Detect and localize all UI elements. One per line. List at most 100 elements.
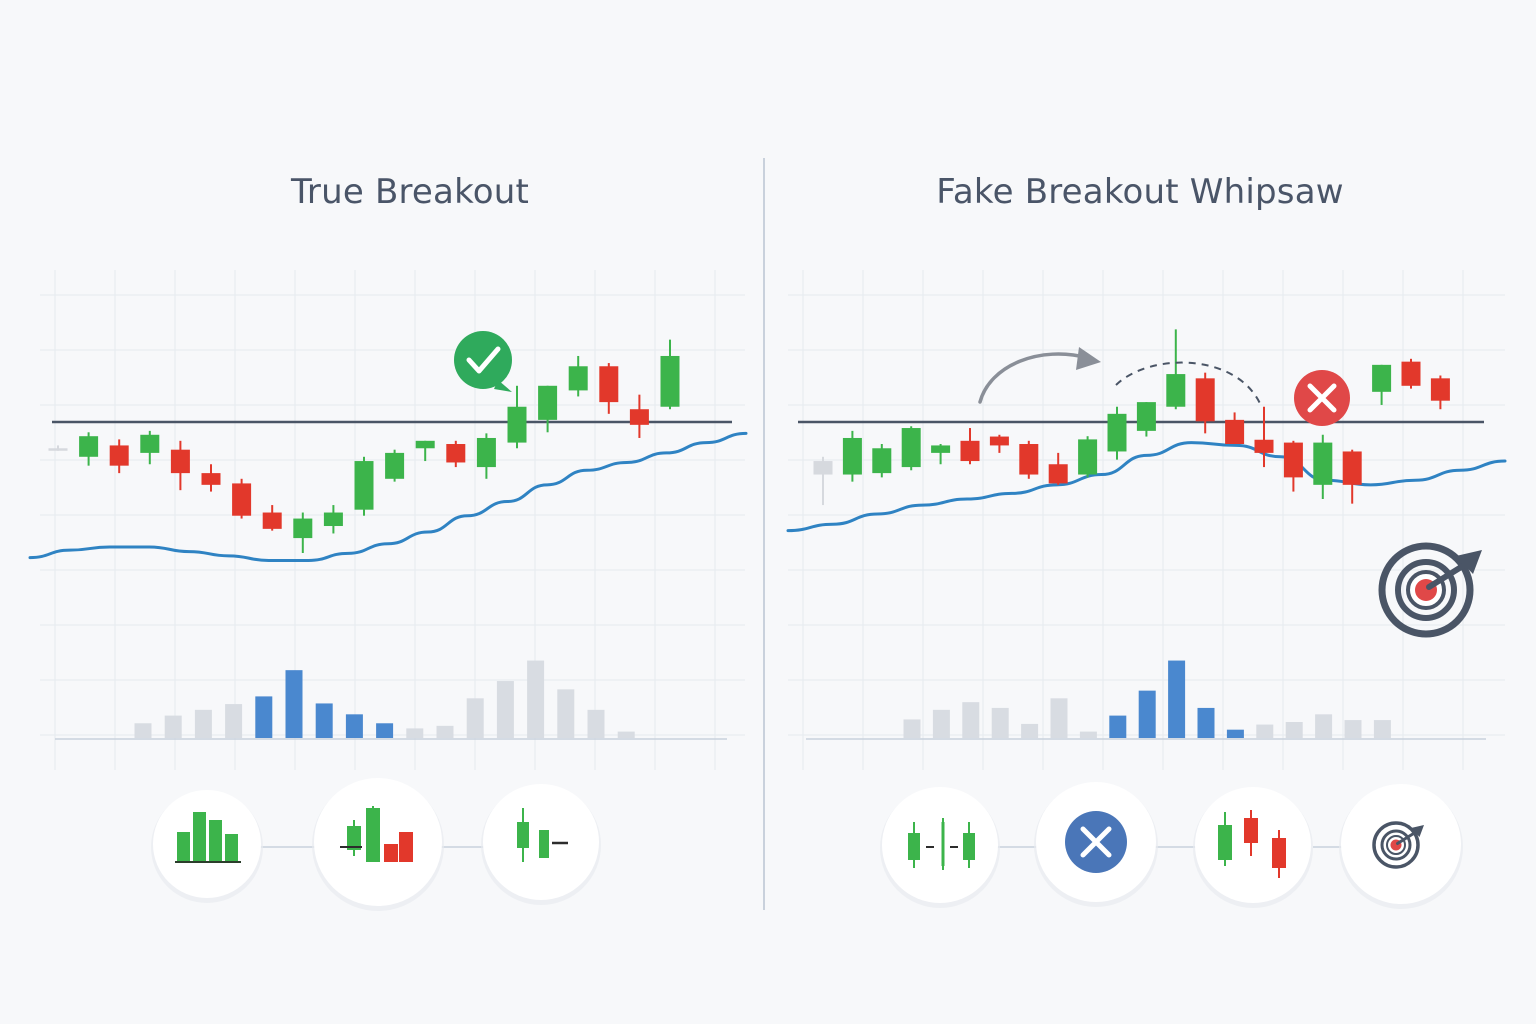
volume-bar [903, 719, 921, 738]
candle [989, 434, 1009, 453]
cancel-x-icon [1034, 782, 1158, 907]
volume-bar [1197, 707, 1215, 738]
candle [170, 440, 190, 491]
candle [354, 456, 374, 516]
candle [813, 456, 833, 506]
candle [476, 433, 496, 479]
candle-body [1372, 364, 1392, 392]
candle-body [385, 452, 405, 479]
candle [842, 430, 862, 482]
volume-bar [466, 698, 484, 738]
candle [538, 385, 558, 433]
candle [1107, 406, 1127, 460]
candle [79, 432, 99, 466]
volume-bar [255, 696, 273, 738]
volume-bar [1315, 714, 1333, 738]
volume-bar [1373, 720, 1391, 738]
candle [323, 505, 343, 534]
candle [507, 385, 527, 449]
volume-bar [1138, 690, 1156, 738]
panel-divider [763, 158, 765, 910]
dashed-arc [1115, 361, 1263, 409]
volume-bars [55, 660, 727, 740]
volume-bar [1256, 724, 1274, 738]
candle [1166, 329, 1186, 410]
candle-body [354, 461, 374, 510]
volume-bar [1079, 731, 1097, 738]
volume-bar [1226, 729, 1244, 738]
candle [1254, 406, 1274, 468]
candle [201, 464, 221, 492]
volume-bar [406, 728, 424, 738]
candle-body [813, 461, 833, 475]
candle-body [960, 440, 980, 462]
candle [262, 505, 282, 531]
candle-body [1225, 419, 1245, 445]
candle-body [476, 437, 496, 468]
candle [599, 363, 619, 414]
candle [1195, 372, 1215, 434]
candle-body [1254, 439, 1274, 453]
breakout-candles-icon [312, 778, 444, 911]
volume-bar [1285, 722, 1303, 738]
volume-bar [932, 709, 950, 738]
volume-bar [1021, 723, 1039, 738]
volume-bar [194, 709, 212, 738]
candles [48, 339, 680, 553]
candle [385, 449, 405, 482]
candle [1078, 436, 1098, 478]
candle-body [232, 483, 252, 516]
candle [960, 428, 980, 465]
candle-body [262, 512, 282, 529]
candle-body [1430, 378, 1450, 401]
candle [415, 440, 435, 462]
candle [1136, 402, 1156, 437]
volume-bar [436, 725, 454, 738]
volume-bar [134, 723, 152, 738]
candle [931, 444, 951, 465]
candle-body [1019, 444, 1039, 475]
candle [568, 355, 588, 397]
volume-bar [557, 689, 575, 738]
candle-body [660, 355, 680, 407]
candle-body [507, 406, 527, 443]
check-badge-icon [454, 331, 512, 392]
fake-breakout-title: Fake Breakout Whipsaw [936, 172, 1344, 212]
volume-bar [617, 731, 635, 738]
candle-body [629, 409, 649, 425]
candle [901, 426, 921, 471]
candle-body [140, 434, 160, 453]
volume-bar [587, 709, 605, 738]
volume-bar [164, 715, 182, 738]
volume-bar [315, 703, 333, 738]
candle [1048, 452, 1068, 485]
volume-bar [1344, 720, 1362, 738]
volume-bar [285, 670, 303, 738]
candle [1225, 412, 1245, 445]
target-icon [1372, 821, 1424, 869]
candle-body [79, 436, 99, 457]
whipsaw-candles-icon [1193, 787, 1313, 908]
curved-arrow-icon [978, 347, 1101, 404]
volume-bar [225, 704, 243, 738]
candle-body [872, 448, 892, 474]
candle-body [1166, 374, 1186, 407]
range-candles-icon [880, 787, 1000, 908]
candle-body [201, 473, 221, 485]
volume-bar [1109, 715, 1127, 738]
retest-candle-icon [481, 784, 601, 905]
candle [446, 440, 466, 468]
candle [1283, 440, 1303, 492]
candle-body [1078, 439, 1098, 475]
error-badge-icon [1294, 370, 1350, 426]
candle-body [842, 437, 862, 475]
candle-body [568, 366, 588, 391]
candle-body [989, 436, 1009, 446]
candle [109, 439, 129, 474]
volume-bar [345, 714, 363, 738]
candle [140, 430, 160, 465]
volume-bars-icon [151, 790, 263, 903]
candle-body [901, 428, 921, 468]
